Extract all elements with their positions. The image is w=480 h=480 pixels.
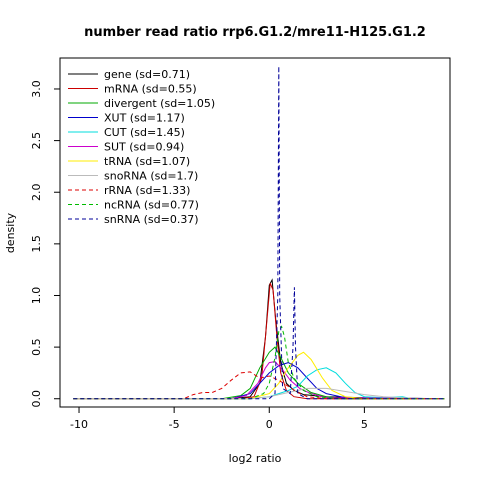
series-line-2 [73, 346, 445, 400]
x-tick-label: -10 [70, 418, 88, 431]
series-line-10 [73, 66, 445, 400]
y-tick-label: 2.0 [30, 183, 43, 201]
y-axis-label: density [4, 212, 17, 253]
series-line-6 [73, 351, 445, 400]
chart-title: number read ratio rrp6.G1.2/mre11-H125.G… [84, 25, 426, 40]
legend-item-label: mRNA (sd=0.55) [104, 83, 197, 96]
legend-item-label: CUT (sd=1.45) [104, 126, 185, 139]
legend-item-label: ncRNA (sd=0.77) [104, 199, 199, 212]
series-line-8 [73, 371, 445, 400]
series-line-1 [73, 282, 445, 400]
y-tick-label: 2.5 [30, 132, 43, 150]
legend-item-label: snoRNA (sd=1.7) [104, 170, 198, 183]
x-tick-label: 5 [361, 418, 368, 431]
legend-item-label: snRNA (sd=0.37) [104, 213, 199, 226]
y-tick-label: 0.5 [30, 338, 43, 356]
series-line-3 [73, 362, 445, 400]
y-tick-label: 1.0 [30, 287, 43, 305]
y-axis: 0.0 0.5 1.0 1.5 2.0 2.5 3.0 [30, 80, 61, 408]
series-line-7 [73, 387, 445, 400]
x-axis: -10 -5 0 5 [70, 406, 368, 431]
legend-item-label: rRNA (sd=1.33) [104, 184, 190, 197]
legend-item-label: gene (sd=0.71) [104, 68, 190, 81]
legend-item-label: divergent (sd=1.05) [104, 97, 215, 110]
legend-item-label: tRNA (sd=1.07) [104, 155, 190, 168]
x-tick-label: 0 [266, 418, 273, 431]
x-axis-label: log2 ratio [229, 452, 282, 465]
y-tick-label: 3.0 [30, 80, 43, 98]
series-line-9 [73, 325, 445, 400]
y-tick-label: 1.5 [30, 235, 43, 253]
legend-item-label: XUT (sd=1.17) [104, 112, 185, 125]
x-tick-label: -5 [169, 418, 180, 431]
legend-item-label: SUT (sd=0.94) [104, 141, 184, 154]
legend: gene (sd=0.71) mRNA (sd=0.55)divergent (s… [68, 68, 215, 226]
y-tick-label: 0.0 [30, 390, 43, 408]
